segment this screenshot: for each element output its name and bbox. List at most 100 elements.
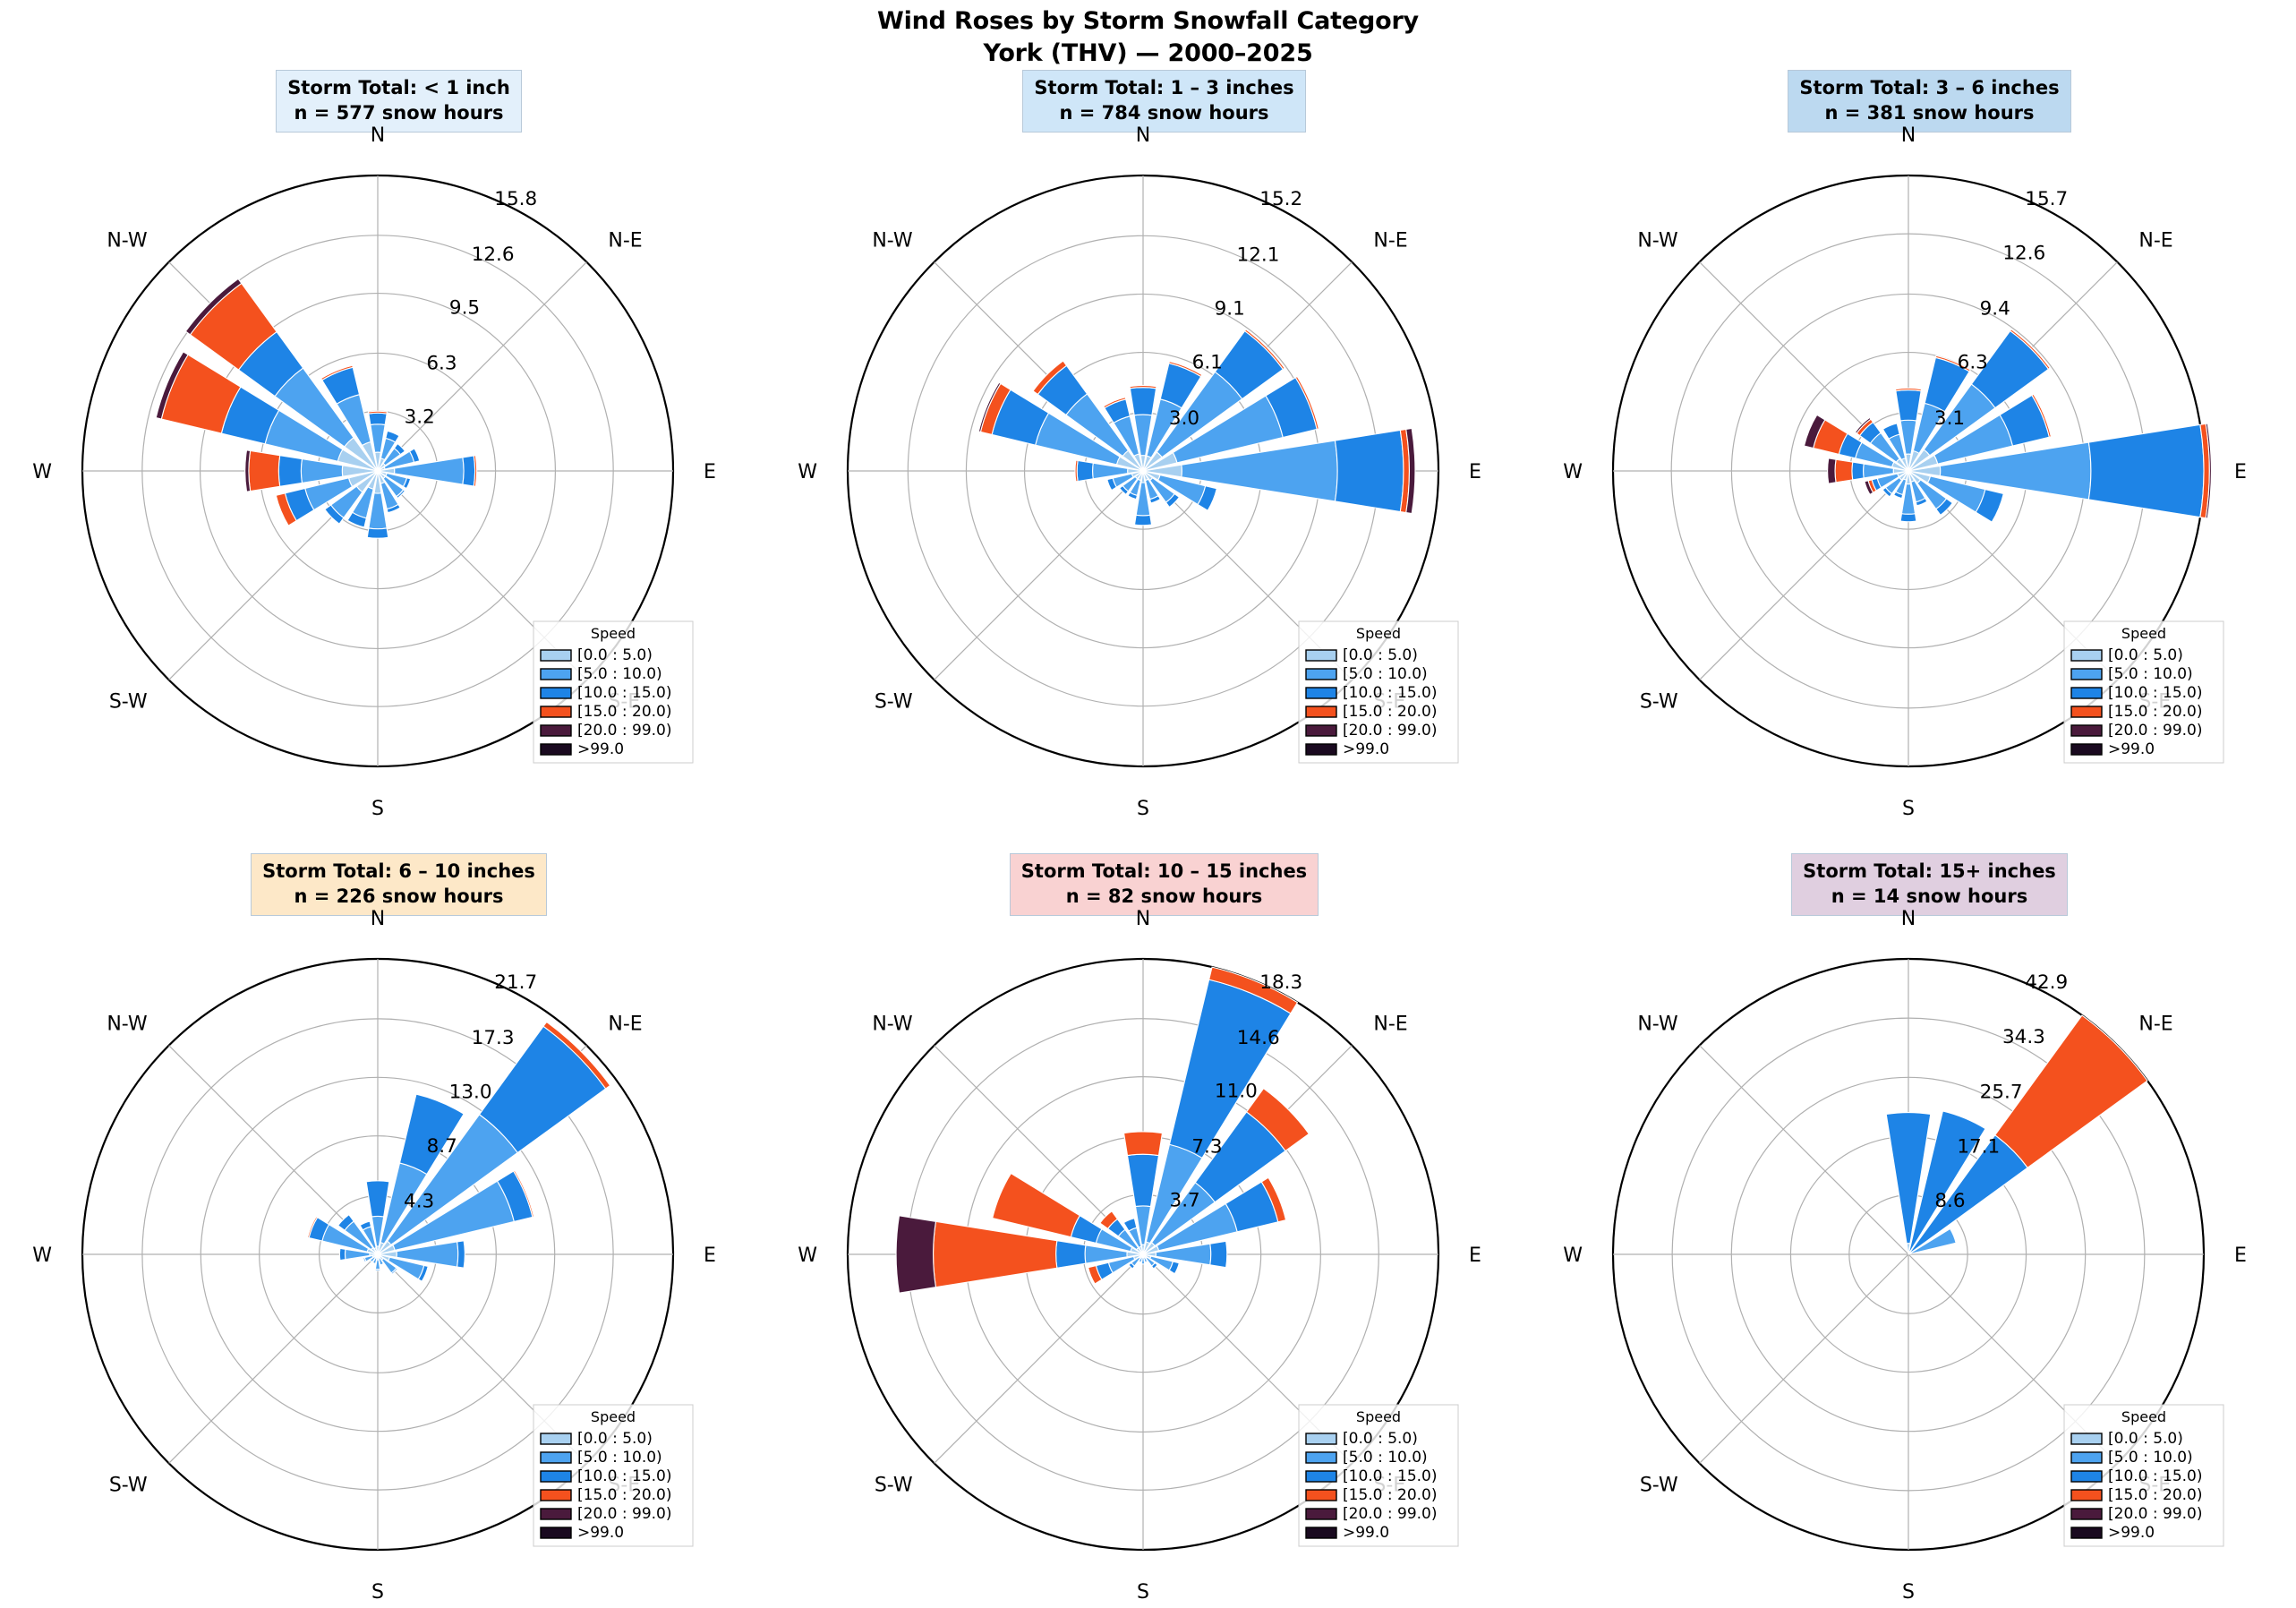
- direction-label-s: S: [371, 798, 384, 818]
- legend-swatch: [540, 706, 572, 718]
- windrose-sector: [1882, 423, 1900, 440]
- legend-swatch: [540, 668, 572, 680]
- windrose-sector: [1892, 491, 1904, 500]
- radial-tick-label: 11.0: [1215, 1081, 1258, 1103]
- legend-swatch: [2070, 1489, 2103, 1501]
- legend-label: [5.0 : 10.0): [577, 665, 662, 683]
- legend-title: Speed: [591, 1408, 636, 1425]
- radial-tick-label: 8.6: [1934, 1190, 1965, 1212]
- windrose-sector: [1851, 461, 1865, 481]
- windrose-sector: [1106, 477, 1118, 492]
- windrose-sector: [933, 1220, 1058, 1288]
- windrose-sector: [366, 527, 389, 539]
- radial-tick-label: 15.7: [2025, 188, 2068, 210]
- windrose-sector: [337, 1213, 354, 1231]
- windrose-sector: [1087, 1264, 1103, 1285]
- radial-tick-label: 12.1: [1237, 244, 1280, 266]
- windrose-sector: [368, 412, 388, 426]
- direction-label-sw: S-W: [109, 1474, 148, 1496]
- windrose-sector: [1882, 486, 1893, 498]
- radial-tick-label: 7.3: [1191, 1135, 1222, 1158]
- windrose-sector: [155, 351, 189, 420]
- windrose-sector: [2205, 423, 2212, 519]
- windrose-sector: [1076, 459, 1094, 483]
- windrose-sector: [371, 1257, 378, 1265]
- polar-spoke: [377, 261, 587, 472]
- windrose-svg-1: 3.06.19.112.115.2NN-EES-ESS-WWN-WSpeed[0…: [798, 124, 1481, 818]
- windrose-sector: [1129, 387, 1157, 416]
- windrose-sector: [1122, 1218, 1138, 1232]
- legend-swatch: [2070, 668, 2103, 680]
- legend-0[interactable]: Speed [0.0 : 5.0)[5.0 : 10.0)[10.0 : 15.0…: [533, 620, 694, 764]
- legend-title: Speed: [591, 625, 636, 642]
- direction-label-nw: N-W: [107, 230, 148, 252]
- legend-5[interactable]: Speed [0.0 : 5.0)[5.0 : 10.0)[10.0 : 15.0…: [2063, 1404, 2224, 1547]
- windrose-sector: [1126, 1153, 1160, 1208]
- legend-title: Speed: [2121, 625, 2166, 642]
- windrose-sector: [977, 381, 1002, 433]
- windrose-sector: [1895, 389, 1922, 422]
- direction-label-e: E: [1469, 461, 1481, 483]
- windrose-sector: [378, 1257, 385, 1266]
- legend-swatch: [1305, 1489, 1337, 1501]
- direction-label-sw: S-W: [875, 1474, 913, 1496]
- rose-container-1: 3.06.19.112.115.2NN-EES-ESS-WWN-WSpeed[0…: [781, 120, 1547, 818]
- windrose-sector: [324, 504, 345, 525]
- legend-swatch: [1305, 649, 1337, 662]
- windrose-sector: [1208, 966, 1299, 1014]
- direction-label-ne: N-E: [608, 1014, 642, 1036]
- legend-swatch: [2070, 1527, 2103, 1539]
- windrose-sector: [1074, 459, 1079, 483]
- legend-label: [5.0 : 10.0): [1343, 665, 1428, 683]
- panel-5: Storm Total: 15+ inches n = 14 snow hour…: [1547, 853, 2296, 1604]
- legend-label: [5.0 : 10.0): [577, 1449, 662, 1467]
- legend-label: [15.0 : 20.0): [577, 703, 672, 721]
- legend-swatch: [540, 687, 572, 699]
- windrose-sector: [363, 1256, 367, 1263]
- legend-4[interactable]: Speed [0.0 : 5.0)[5.0 : 10.0)[10.0 : 15.0…: [1298, 1404, 1459, 1547]
- windrose-sector: [338, 1247, 346, 1262]
- windrose-sector: [473, 455, 478, 487]
- windrose-sector: [456, 1240, 465, 1269]
- legend-label: [20.0 : 99.0): [577, 1505, 672, 1523]
- legend-title: Speed: [2121, 1408, 2166, 1425]
- legend-3[interactable]: Speed [0.0 : 5.0)[5.0 : 10.0)[10.0 : 15.0…: [533, 1404, 694, 1547]
- polar-spoke: [168, 1253, 379, 1464]
- radial-tick-label: 3.0: [1169, 407, 1199, 430]
- legend-swatch: [540, 1433, 572, 1445]
- direction-label-ne: N-E: [2138, 1014, 2172, 1036]
- legend-label: [10.0 : 15.0): [2108, 684, 2203, 702]
- rose-container-3: 4.38.713.017.321.7NN-EES-ESS-WWN-WSpeed[…: [16, 903, 781, 1602]
- legend-label: [0.0 : 5.0): [1343, 646, 1418, 664]
- legend-label: >99.0: [577, 1524, 624, 1542]
- windrose-sector: [512, 1169, 535, 1219]
- legend-label: [15.0 : 20.0): [577, 1486, 672, 1504]
- direction-label-s: S: [1902, 1581, 1915, 1602]
- windrose-sector: [402, 477, 412, 490]
- polar-spoke: [1699, 470, 1909, 680]
- direction-label-e: E: [2234, 1244, 2247, 1267]
- direction-label-e: E: [2234, 461, 2247, 483]
- windrose-sector: [1103, 397, 1127, 409]
- legend-label: [20.0 : 99.0): [2108, 722, 2203, 740]
- legend-label: [0.0 : 5.0): [577, 646, 653, 664]
- windrose-sector: [244, 449, 252, 492]
- radial-tick-label: 18.3: [1259, 971, 1302, 994]
- windrose-sector: [1243, 329, 1285, 371]
- polar-spoke: [1699, 1253, 1909, 1464]
- direction-label-w: W: [798, 461, 817, 483]
- legend-2[interactable]: Speed [0.0 : 5.0)[5.0 : 10.0)[10.0 : 15.0…: [2063, 620, 2224, 764]
- legend-label: [20.0 : 99.0): [2108, 1505, 2203, 1523]
- direction-label-s: S: [1137, 798, 1149, 818]
- legend-label: [15.0 : 20.0): [1343, 1486, 1438, 1504]
- windrose-bars-1: [977, 329, 1416, 526]
- legend-1[interactable]: Speed [0.0 : 5.0)[5.0 : 10.0)[10.0 : 15.0…: [1298, 620, 1459, 764]
- figure-suptitle: Wind Roses by Storm Snowfall Category Yo…: [877, 7, 1419, 67]
- legend-label: [5.0 : 10.0): [2108, 665, 2193, 683]
- legend-label: [5.0 : 10.0): [1343, 1449, 1428, 1467]
- direction-label-nw: N-W: [872, 230, 913, 252]
- legend-label: [0.0 : 5.0): [1343, 1430, 1418, 1448]
- legend-label: [20.0 : 99.0): [1343, 1505, 1438, 1523]
- radial-tick-label: 17.3: [472, 1027, 515, 1049]
- polar-spoke: [934, 470, 1144, 680]
